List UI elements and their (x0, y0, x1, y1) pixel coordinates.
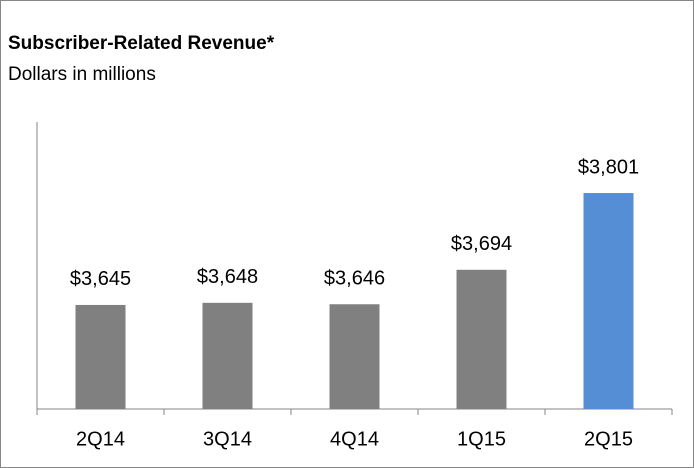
chart-subtitle: Dollars in millions (8, 64, 156, 85)
x-tick-label: 4Q14 (330, 428, 379, 450)
chart-title: Subscriber-Related Revenue* (8, 33, 275, 54)
x-tick-label: 2Q14 (76, 428, 125, 450)
value-label: $3,646 (324, 268, 385, 290)
bar (583, 193, 634, 409)
value-label: $3,694 (451, 233, 512, 255)
bar (75, 304, 126, 409)
x-tick-label: 3Q14 (203, 428, 252, 450)
bar (329, 304, 380, 409)
x-tick-label: 2Q15 (584, 428, 633, 450)
value-label: $3,648 (197, 266, 258, 288)
bar (456, 269, 507, 409)
value-label: $3,801 (578, 156, 639, 178)
bar (202, 302, 253, 409)
x-tick-label: 1Q15 (457, 428, 506, 450)
value-label: $3,645 (70, 268, 131, 290)
